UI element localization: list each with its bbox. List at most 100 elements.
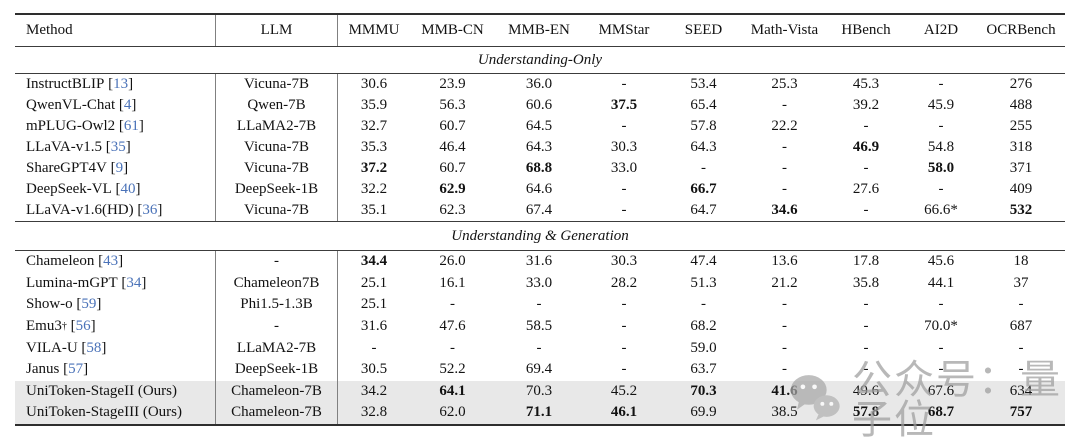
value-cell-hbench: 49.6	[852, 382, 880, 399]
column-header-method: Method	[26, 22, 73, 38]
value-cell-seed: 64.7	[690, 202, 717, 218]
table-body: Understanding-Only InstructBLIP [13] Vicun…	[15, 47, 1065, 424]
value-cell-mmb-cn: 56.3	[439, 97, 466, 113]
citation-link[interactable]: 4	[123, 97, 132, 113]
value-cell-math-vista: -	[782, 296, 787, 313]
table-row-llava-v1-6-hd: LLaVA-v1.6(HD) [36] Vicuna-7B 35.1 62.3 67.4…	[15, 200, 1065, 221]
value-cell-ocrbench: 318	[1009, 139, 1033, 155]
citation-link[interactable]: 56	[75, 318, 91, 335]
value-cell-mmb-cn: 64.1	[439, 382, 466, 399]
citation-link[interactable]: 58	[86, 339, 102, 356]
value-cell-seed: -	[701, 160, 706, 176]
method-name: Emu3	[26, 318, 62, 335]
value-cell-mmb-cn: 62.3	[439, 202, 466, 218]
table-row-sharegpt4v: ShareGPT4V [9] Vicuna-7B 37.2 60.7 68.8 33.0 -…	[15, 158, 1065, 179]
value-cell-mmb-cn: 16.1	[439, 274, 466, 291]
value-cell-hbench: -	[863, 361, 869, 378]
table-row-deepseek-vl: DeepSeek-VL [40] DeepSeek-1B 32.2 62.9 64.6 -…	[15, 179, 1065, 200]
value-cell-seed: 69.9	[690, 404, 717, 421]
value-cell-mmstar: 37.5	[610, 97, 638, 113]
method-cell: DeepSeek-VL [40]	[26, 181, 141, 197]
column-header-hbench: HBench	[841, 22, 891, 38]
value-cell-ai2d: 44.1	[927, 274, 955, 291]
method-cell: LLaVA-v1.5 [35]	[26, 139, 131, 155]
method-name: DeepSeek-VL	[26, 181, 112, 197]
method-name: UniToken-StageIII (Ours)	[26, 404, 182, 421]
value-cell-ai2d: 58.0	[927, 160, 955, 176]
citation-link[interactable]: 35	[110, 139, 126, 155]
value-cell-math-vista: -	[782, 139, 787, 155]
value-cell-ocrbench: 687	[1009, 318, 1033, 335]
method-cell: UniToken-StageIII (Ours)	[15, 402, 215, 424]
citation-link[interactable]: 57	[68, 361, 84, 378]
table-row-llava-v1-5: LLaVA-v1.5 [35] Vicuna-7B 35.3 46.4 64.3 30.3…	[15, 137, 1065, 158]
value-cell-mmstar: -	[621, 339, 627, 356]
value-cell-mmstar: -	[621, 76, 627, 92]
method-name: QwenVL-Chat	[26, 97, 116, 113]
value-cell-hbench: -	[863, 202, 869, 218]
value-cell-hbench: -	[863, 318, 869, 335]
value-cell-hbench: -	[863, 118, 869, 134]
value-cell-hbench: -	[863, 160, 869, 176]
value-cell-math-vista: -	[782, 97, 787, 113]
table-row-lumina-mgpt: Lumina-mGPT [34] Chameleon7B 25.1 16.1 33.0 2…	[15, 272, 1065, 295]
table-row-unitoken-stageii-ours: UniToken-StageII (Ours) Chameleon-7B 34.2 6…	[15, 380, 1065, 403]
table-header-row: Method LLM MMMU MMB-CN MMB-EN MMStar SEED Math-…	[15, 15, 1065, 47]
value-cell-mmstar: -	[621, 361, 627, 378]
table-row-mplug-owl2: mPLUG-Owl2 [61] LLaMA2-7B 32.7 60.7 64.5 - 57.…	[15, 116, 1065, 137]
table-row-instructblip: InstructBLIP [13] Vicuna-7B 30.6 23.9 36.0 - 5…	[15, 74, 1065, 95]
citation-link[interactable]: 36	[142, 202, 158, 218]
method-name: Janus	[26, 361, 60, 378]
method-cell: UniToken-StageII (Ours)	[15, 381, 215, 403]
value-cell-ocrbench: 276	[1009, 76, 1033, 92]
value-cell-mmmu: 35.1	[337, 200, 410, 221]
value-cell-mmmu: 35.9	[337, 95, 410, 116]
value-cell-math-vista: 41.6	[771, 382, 798, 399]
value-cell-math-vista: -	[782, 318, 787, 335]
column-header-mmstar: MMStar	[598, 22, 650, 38]
value-cell-mmb-cn: -	[450, 339, 455, 356]
value-cell-mmb-cn: 26.0	[439, 253, 466, 270]
llm-cell: Vicuna-7B	[215, 74, 337, 95]
method-cell: LLaVA-v1.6(HD) [36]	[26, 202, 163, 218]
value-cell-mmb-cn: 62.0	[439, 404, 466, 421]
column-header-mmb-en: MMB-EN	[508, 22, 570, 38]
value-cell-ocrbench: 532	[1009, 202, 1033, 218]
section-title-understanding-only: Understanding-Only	[15, 47, 1065, 74]
method-name: LLaVA-v1.6(HD)	[26, 202, 134, 218]
value-cell-mmb-cn: 23.9	[439, 76, 466, 92]
value-cell-math-vista: -	[782, 160, 787, 176]
value-cell-hbench: 57.8	[852, 404, 880, 421]
value-cell-hbench: -	[863, 339, 869, 356]
citation-link[interactable]: 13	[113, 76, 129, 92]
llm-cell: LLaMA2-7B	[215, 337, 337, 359]
value-cell-mmmu: 32.2	[337, 179, 410, 200]
method-cell: VILA-U [58]	[26, 339, 107, 356]
citation-link[interactable]: 34	[126, 274, 142, 291]
value-cell-math-vista: 34.6	[771, 202, 798, 218]
value-cell-mmb-en: 70.3	[525, 382, 553, 399]
value-cell-seed: 70.3	[690, 382, 717, 399]
method-cell: Lumina-mGPT [34]	[26, 274, 147, 291]
value-cell-mmmu: 35.3	[337, 137, 410, 158]
value-cell-mmstar: 33.0	[610, 160, 638, 176]
citation-link[interactable]: 43	[103, 253, 119, 270]
value-cell-mmstar: -	[621, 202, 627, 218]
citation-link[interactable]: 61	[123, 118, 139, 134]
value-cell-mmb-en: 58.5	[525, 318, 553, 335]
value-cell-ocrbench: 634	[1009, 382, 1033, 399]
citation-link[interactable]: 40	[120, 181, 136, 197]
value-cell-ai2d: 67.6	[927, 382, 955, 399]
value-cell-math-vista: -	[782, 339, 787, 356]
citation-link[interactable]: 9	[115, 160, 124, 176]
column-header-llm: LLM	[215, 15, 337, 46]
value-cell-mmb-en: 60.6	[525, 97, 553, 113]
value-cell-hbench: -	[863, 296, 869, 313]
value-cell-mmstar: -	[621, 118, 627, 134]
value-cell-mmb-cn: 47.6	[439, 318, 466, 335]
citation-link[interactable]: 59	[81, 296, 97, 313]
table-row-qwenvl-chat: QwenVL-Chat [4] Qwen-7B 35.9 56.3 60.6 37.5 65…	[15, 95, 1065, 116]
column-header-math-vista: Math-Vista	[750, 22, 819, 38]
value-cell-math-vista: -	[782, 361, 787, 378]
value-cell-mmb-cn: 46.4	[439, 139, 466, 155]
